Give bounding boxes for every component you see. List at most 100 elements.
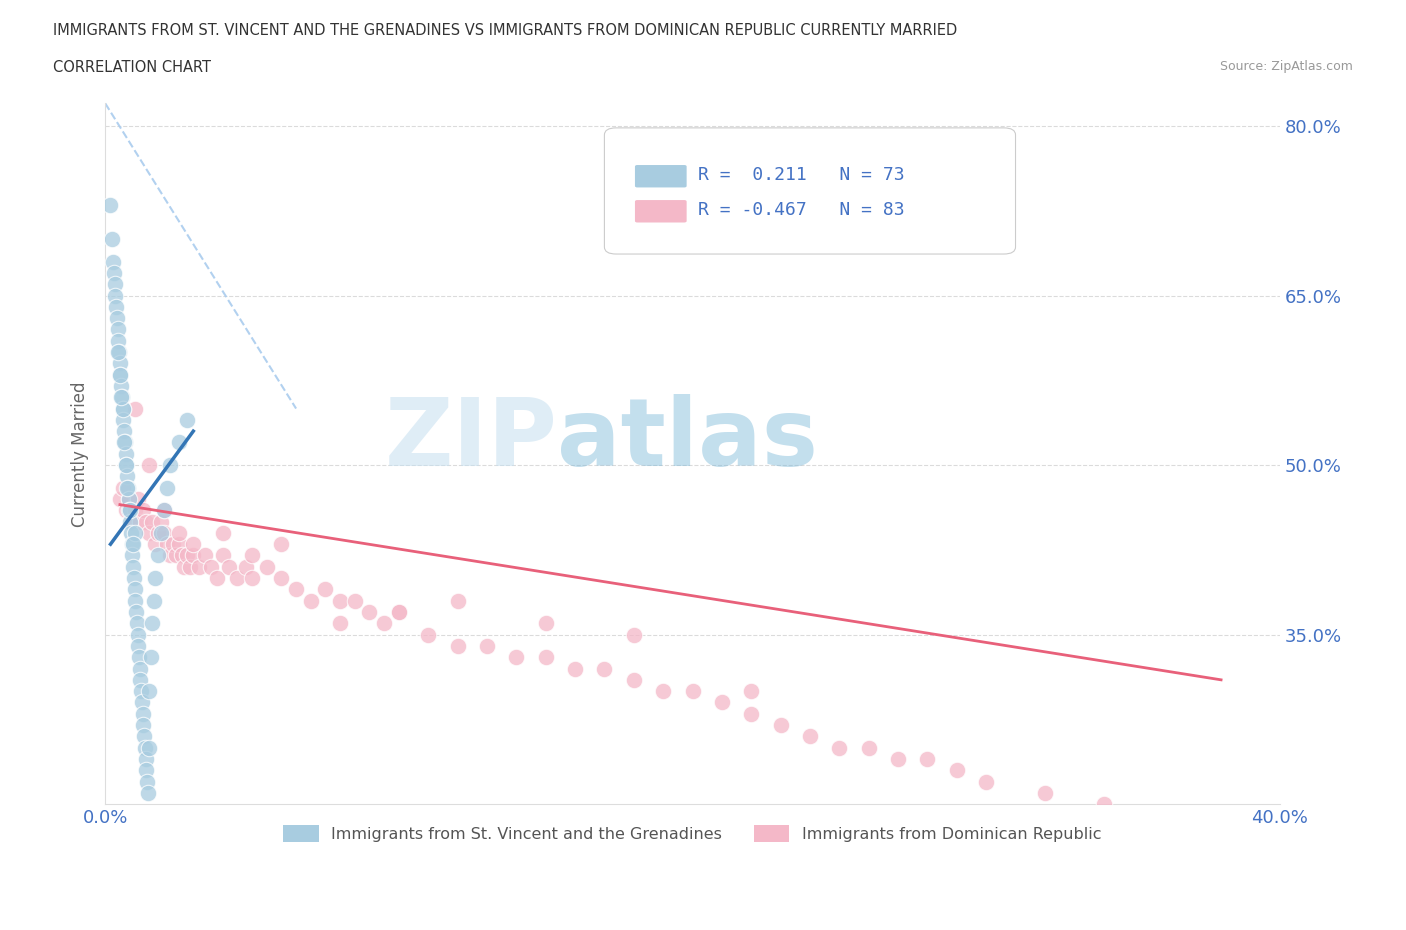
Point xyxy=(418,627,440,642)
Point xyxy=(388,604,411,619)
Point xyxy=(135,763,157,777)
Point xyxy=(176,412,198,427)
Point xyxy=(120,503,142,518)
Point xyxy=(122,537,145,551)
Point xyxy=(181,537,204,551)
Point xyxy=(159,458,181,472)
Point xyxy=(256,559,278,574)
Point xyxy=(105,299,128,314)
Point xyxy=(105,311,128,325)
Point xyxy=(104,277,127,292)
Point xyxy=(373,616,395,631)
Point xyxy=(111,401,134,416)
Point xyxy=(270,571,292,586)
Text: IMMIGRANTS FROM ST. VINCENT AND THE GRENADINES VS IMMIGRANTS FROM DOMINICAN REPU: IMMIGRANTS FROM ST. VINCENT AND THE GREN… xyxy=(53,23,957,38)
Point xyxy=(127,627,149,642)
Point xyxy=(132,706,155,721)
Point xyxy=(623,672,645,687)
Point xyxy=(740,706,762,721)
Point xyxy=(343,593,366,608)
Point xyxy=(122,559,145,574)
Point xyxy=(159,548,181,563)
Point xyxy=(124,503,146,518)
Point xyxy=(127,492,149,507)
Point xyxy=(135,514,157,529)
Point xyxy=(132,503,155,518)
Point xyxy=(769,718,792,733)
Point xyxy=(129,672,152,687)
Point xyxy=(299,593,322,608)
Point xyxy=(799,729,821,744)
Point xyxy=(138,684,160,698)
Y-axis label: Currently Married: Currently Married xyxy=(72,381,89,526)
Point xyxy=(710,695,733,710)
Point xyxy=(887,751,910,766)
Point xyxy=(108,492,131,507)
Point xyxy=(156,537,179,551)
Point xyxy=(139,650,162,665)
Point xyxy=(118,503,141,518)
Point xyxy=(138,525,160,540)
Point xyxy=(128,650,150,665)
Point xyxy=(138,458,160,472)
Point xyxy=(112,435,135,450)
Point xyxy=(200,559,222,574)
Point xyxy=(181,548,204,563)
Point xyxy=(111,480,134,495)
Point xyxy=(240,548,263,563)
Point xyxy=(100,232,122,246)
Point xyxy=(211,548,233,563)
Point xyxy=(593,661,616,676)
Text: CORRELATION CHART: CORRELATION CHART xyxy=(53,60,211,75)
Text: ZIP: ZIP xyxy=(385,393,557,485)
Text: atlas: atlas xyxy=(557,393,818,485)
Point xyxy=(446,639,468,654)
Point xyxy=(134,740,156,755)
Point xyxy=(124,525,146,540)
Point xyxy=(110,390,132,405)
Point xyxy=(1092,797,1115,812)
Point xyxy=(128,661,150,676)
Point xyxy=(125,604,148,619)
Point xyxy=(132,729,155,744)
Point xyxy=(103,265,125,280)
Point xyxy=(120,514,142,529)
Point xyxy=(146,548,169,563)
Point xyxy=(162,537,184,551)
Point xyxy=(156,480,179,495)
Point xyxy=(1152,819,1174,834)
Point xyxy=(359,604,381,619)
Point xyxy=(285,582,308,597)
Point xyxy=(167,435,190,450)
Point xyxy=(112,412,135,427)
Point xyxy=(179,559,201,574)
Point xyxy=(115,480,138,495)
Point xyxy=(682,684,704,698)
Point xyxy=(1033,786,1056,801)
Point xyxy=(117,480,139,495)
Point xyxy=(946,763,969,777)
FancyBboxPatch shape xyxy=(636,165,686,188)
Point xyxy=(111,401,134,416)
Point xyxy=(564,661,586,676)
Point xyxy=(115,469,138,484)
Point xyxy=(205,571,228,586)
Point xyxy=(143,571,166,586)
Point xyxy=(120,525,142,540)
Point xyxy=(270,537,292,551)
Point xyxy=(114,446,136,461)
FancyBboxPatch shape xyxy=(605,128,1015,254)
Point xyxy=(124,401,146,416)
Point xyxy=(135,774,157,789)
Point xyxy=(235,559,257,574)
Point xyxy=(115,458,138,472)
Point xyxy=(146,525,169,540)
Point xyxy=(118,492,141,507)
Point xyxy=(194,548,217,563)
Point xyxy=(112,424,135,439)
Point xyxy=(122,571,145,586)
Point xyxy=(623,627,645,642)
Point xyxy=(917,751,939,766)
Point xyxy=(153,525,176,540)
Point xyxy=(141,514,163,529)
